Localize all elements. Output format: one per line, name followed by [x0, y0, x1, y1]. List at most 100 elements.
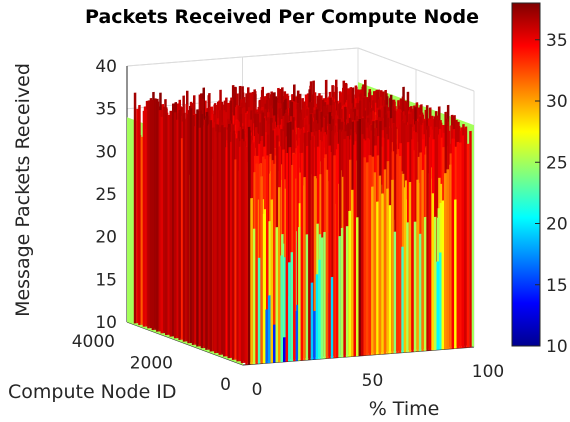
surface-cell: [345, 226, 349, 357]
surface-cell: [236, 138, 239, 362]
surface-cell: [167, 114, 170, 335]
box-edge: [126, 47, 359, 67]
z-axis-label: Message Packets Received: [12, 63, 34, 317]
surface-cell: [315, 274, 319, 360]
surface-cell: [371, 186, 374, 355]
z-tick-label: 25: [95, 185, 117, 205]
surface-cell: [252, 228, 256, 365]
surface-cell: [169, 110, 172, 337]
y-tick-label: 4000: [72, 332, 115, 352]
surface-cell: [216, 124, 220, 353]
surface-cell: [288, 262, 291, 362]
surface-cell: [180, 138, 184, 340]
surface-cell: [207, 125, 211, 350]
y-axis-label: Compute Node ID: [8, 381, 177, 403]
surface-cell: [335, 149, 339, 358]
surface-cell: [381, 193, 384, 355]
colorbar-tick-label: 15: [546, 276, 568, 296]
surface-cell: [234, 159, 237, 360]
colorbar-tick-label: 35: [546, 31, 568, 51]
surface-cell: [388, 205, 392, 354]
surface-cell: [250, 198, 253, 365]
x-tick-label: 0: [252, 380, 263, 400]
surface-cell: [270, 199, 273, 363]
surface-cell: [348, 210, 351, 357]
surface-cell: [225, 147, 228, 357]
z-tick-label: 40: [95, 57, 117, 77]
surface-cell: [333, 155, 336, 358]
z-tick-label: 35: [95, 100, 117, 120]
surface-cell: [245, 146, 248, 365]
surface-cell: [163, 106, 166, 334]
surface-cell: [231, 133, 235, 360]
surface-cell: [308, 131, 311, 360]
surface-cell: [383, 169, 387, 354]
surface-cell: [260, 176, 263, 364]
surface-cell: [280, 255, 283, 363]
surface-cell: [165, 107, 168, 336]
surface-cell: [138, 104, 141, 326]
surface-cell: [293, 154, 296, 362]
surface-cell: [257, 257, 261, 364]
surface-cell: [320, 237, 324, 359]
surface-cell: [136, 108, 139, 324]
surface-cell: [318, 259, 321, 360]
surface-cell: [368, 155, 372, 356]
surface-cell: [416, 179, 419, 352]
surface-cell: [209, 120, 213, 352]
surface-cell: [151, 99, 155, 331]
surface-cell: [343, 138, 346, 358]
surface-cell: [273, 163, 277, 361]
surface-cell: [426, 125, 429, 351]
surface-cell: [413, 221, 417, 352]
surface-cell: [278, 187, 281, 363]
surface-cell: [145, 109, 148, 327]
surface-cell: [441, 200, 444, 350]
surface-cell: [262, 213, 266, 364]
surface-cell: [363, 157, 366, 356]
surface-cell: [212, 127, 215, 352]
surface-cell: [227, 127, 230, 359]
surface-cell: [431, 193, 434, 351]
surface-cell: [267, 295, 271, 364]
surface-cell: [283, 257, 287, 360]
colorbar-tick-label: 20: [546, 215, 568, 235]
surface-cell: [439, 252, 442, 350]
surface-cell: [303, 177, 306, 361]
surface-cell: [194, 126, 197, 345]
y-tick-label: 0: [220, 375, 231, 395]
box-edge: [357, 47, 475, 92]
grid-line: [126, 47, 475, 92]
surface-cell: [265, 309, 268, 364]
surface-cell: [182, 112, 186, 342]
surface-cell: [351, 189, 354, 357]
surface-cell: [300, 152, 304, 361]
surface-cell: [230, 141, 233, 358]
surface-cell: [454, 199, 457, 349]
surface-cell: [313, 310, 316, 360]
surface-cell: [310, 282, 314, 360]
surface-cell: [305, 234, 309, 361]
surface-cell: [178, 109, 181, 341]
surface-cell: [290, 252, 294, 362]
surface-cell: [456, 141, 460, 349]
surface-cell: [160, 116, 164, 334]
surface-cell: [198, 127, 202, 347]
surface-cell: [176, 119, 179, 339]
surface-cell: [273, 324, 276, 363]
surface-cell: [325, 169, 329, 359]
surface-cell: [356, 217, 359, 357]
surface-cell: [461, 135, 465, 348]
surface-cell: [203, 125, 206, 349]
surface-cell: [223, 128, 226, 357]
surface-cell: [449, 164, 452, 349]
x-axis-label: % Time: [369, 398, 440, 420]
surface-cell: [401, 246, 404, 353]
chart-title: Packets Received Per Compute Node: [85, 6, 479, 28]
surface-cell: [393, 231, 397, 354]
surface-cell: [298, 226, 301, 361]
surface-cell: [459, 142, 462, 349]
surface-cell: [173, 112, 177, 339]
surface-cell: [353, 144, 356, 357]
